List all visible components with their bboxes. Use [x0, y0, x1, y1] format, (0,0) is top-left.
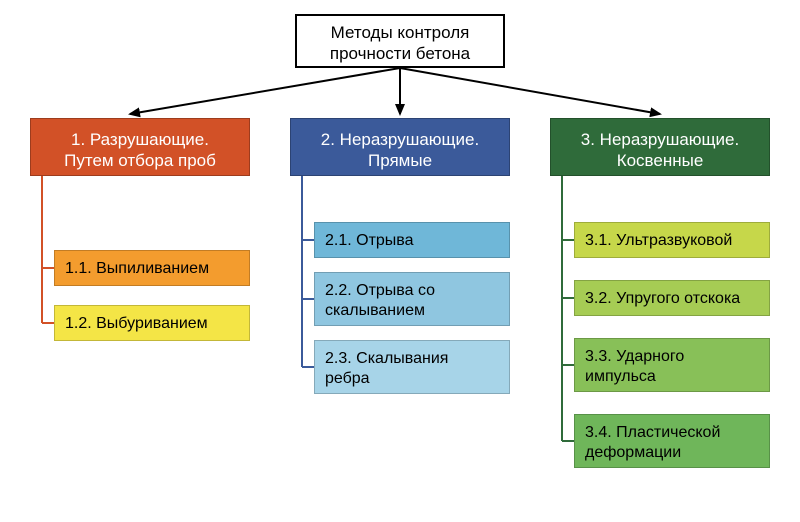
branch-3-child-4: 3.4. Пластическойдеформации [574, 414, 770, 468]
branch-2-child-1: 2.1. Отрыва [314, 222, 510, 258]
branch-3-child-2: 3.2. Упругого отскока [574, 280, 770, 316]
branch-1-header: 1. Разрушающие.Путем отбора проб [30, 118, 250, 176]
branch-2-header: 2. Неразрушающие.Прямые [290, 118, 510, 176]
branch-2-child-3: 2.3. Скалыванияребра [314, 340, 510, 394]
branch-3-child-3: 3.3. Ударногоимпульса [574, 338, 770, 392]
branch-1-child-1: 1.1. Выпиливанием [54, 250, 250, 286]
root-box: Методы контроляпрочности бетона [295, 14, 505, 68]
branch-3-header: 3. Неразрушающие.Косвенные [550, 118, 770, 176]
branch-2-child-2: 2.2. Отрыва соскалыванием [314, 272, 510, 326]
branch-1-child-2: 1.2. Выбуриванием [54, 305, 250, 341]
branch-3-child-1: 3.1. Ультразвуковой [574, 222, 770, 258]
